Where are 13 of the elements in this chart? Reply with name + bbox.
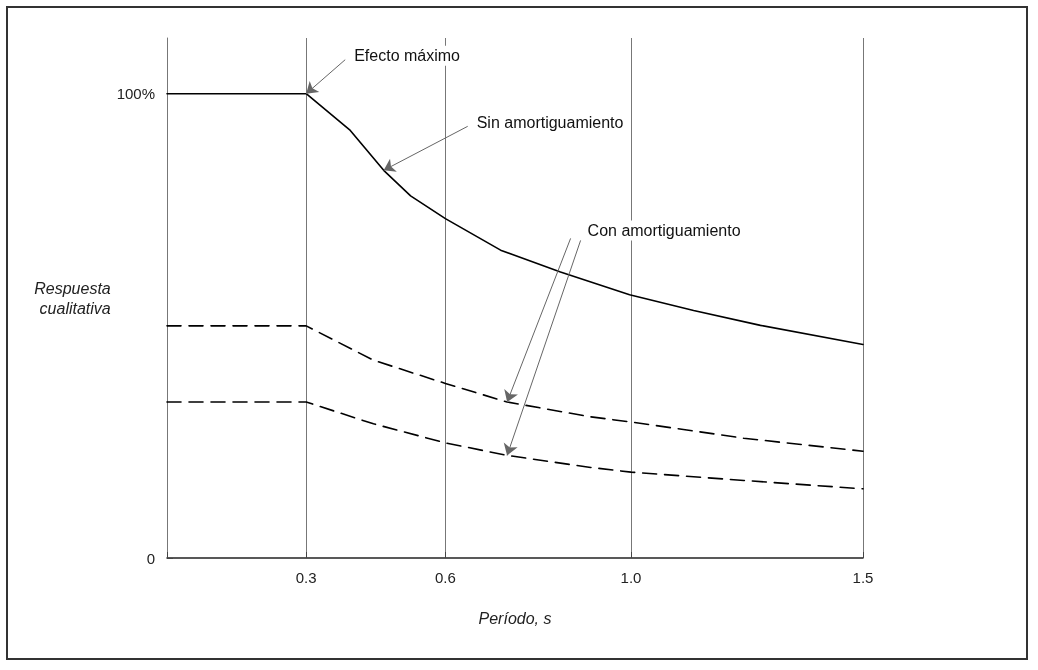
- x-tick-label: 1.5: [852, 569, 874, 586]
- line-series: [166, 325, 864, 453]
- annotation: Con amortiguamiento: [587, 221, 741, 239]
- y-axis-title: Respuesta cualitativa: [34, 279, 111, 317]
- annotation: Efecto máximo: [354, 47, 461, 65]
- x-axis-title: Período, s: [478, 609, 552, 627]
- y-tick-label: 100%: [116, 85, 155, 103]
- annotation: Sin amortiguamiento: [476, 113, 624, 131]
- x-tick-label: 0.3: [295, 569, 317, 586]
- line-series: [166, 401, 864, 490]
- y-tick-label: 0: [146, 549, 155, 567]
- x-tick-label: 0.6: [434, 569, 456, 586]
- x-tick-label: 1.0: [620, 569, 642, 586]
